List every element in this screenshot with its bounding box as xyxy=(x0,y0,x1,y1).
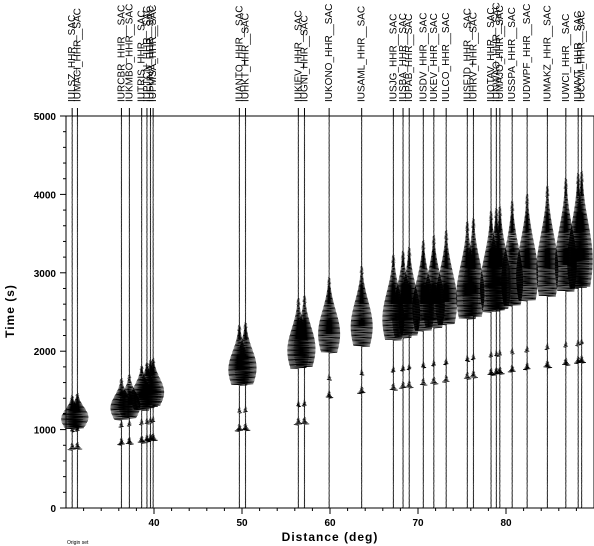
seismogram-trace xyxy=(228,115,251,509)
seismogram-trace xyxy=(293,115,316,509)
seismogram-trace xyxy=(462,115,485,509)
seismogram-trace xyxy=(135,115,158,509)
x-tick-label: 50 xyxy=(236,518,248,529)
station-label: IUKEV_HHR__SAC xyxy=(429,13,440,102)
station-label: IUNWAO_HHR__SAC xyxy=(491,2,502,102)
seismogram-trace xyxy=(435,115,458,509)
station-label: IURCBR_HHR__SAC xyxy=(116,5,127,102)
station-label: IUHKT_HHR__SAC xyxy=(241,13,252,102)
station-label: IUSSPA_HHR__SAC xyxy=(507,7,518,102)
seismogram-trace xyxy=(398,115,421,509)
y-tick-label: 1000 xyxy=(34,426,57,437)
seismogram-trace xyxy=(118,115,141,509)
y-axis-ticks: 0 1000 2000 3000 4000 5000 xyxy=(34,112,66,515)
station-label: IUPAB_HHR__SAC xyxy=(404,14,415,102)
station-label: IUOTAV_HHR__SAC xyxy=(486,7,497,102)
seismogram-trace xyxy=(567,115,590,509)
seismogram-trace xyxy=(350,115,373,509)
x-tick-label: 70 xyxy=(412,518,424,529)
seismogram-trace xyxy=(139,115,162,509)
seismogram-trace xyxy=(66,115,89,509)
station-label: IUMACI_HHR__SAC xyxy=(72,8,83,102)
station-label: IUPTCN_HHR__SAC xyxy=(142,6,153,102)
seismogram-trace xyxy=(485,115,508,509)
x-tick-label: 40 xyxy=(148,518,160,529)
station-label: IUSBA_HHR__SAC xyxy=(398,13,409,102)
seismogram-trace xyxy=(287,115,310,509)
origin-footnote: Origin set xyxy=(67,540,89,546)
station-label: IUMAKZ_HHR__SAC xyxy=(542,5,553,102)
x-axis-ticks: 40 50 60 70 80 xyxy=(83,508,577,529)
seismogram-trace xyxy=(554,115,577,509)
seismogram-trace xyxy=(422,115,445,509)
station-label: IUDWPF_HHR__SAC xyxy=(522,4,533,102)
seismogram-trace xyxy=(501,115,524,509)
station-label: IUKIEV_HHR__SAC xyxy=(293,10,304,102)
station-label: IUFUNA_HHR__SAC xyxy=(145,6,156,102)
y-tick-label: 3000 xyxy=(34,269,57,280)
station-label: IUGNI_HHR__SAC xyxy=(299,15,310,102)
seismogram-traces xyxy=(61,115,593,509)
seismogram-trace xyxy=(536,115,559,509)
y-tick-label: 4000 xyxy=(34,190,57,201)
station-label: IUTRIS_HHR__SAC xyxy=(137,10,148,102)
seismogram-trace xyxy=(570,115,593,509)
station-label: IUCCM_HHR__SAC xyxy=(577,10,588,102)
station-label: IUPMSA_HHR__SAC xyxy=(148,5,159,102)
seismogram-trace xyxy=(130,115,153,509)
seismogram-trace xyxy=(61,115,84,509)
station-label: IULSZ_HHR__SAC xyxy=(67,15,78,102)
station-label: IUKONO_HHR__SAC xyxy=(324,4,335,102)
seismogram-trace xyxy=(234,115,257,509)
station-label: IUSFJD_HHR__SAC xyxy=(462,8,473,102)
station-label: IUANTO_HHR__SAC xyxy=(234,5,245,102)
station-label: IUKMBO_HHR__SAC xyxy=(124,4,135,102)
station-label: IUSJG_HHR__SAC xyxy=(388,14,399,102)
y-tick-label: 0 xyxy=(50,504,56,515)
station-label: IUWCI_HHR__SAC xyxy=(561,14,572,102)
seismogram-trace xyxy=(142,115,165,509)
seismogram-trace xyxy=(480,115,503,509)
y-tick-label: 5000 xyxy=(34,112,57,123)
station-label: IUSDV_HHR__SAC xyxy=(418,13,429,102)
y-tick-label: 2000 xyxy=(34,347,57,358)
seismogram-trace xyxy=(318,115,341,509)
x-axis-title: Distance (deg) xyxy=(282,530,379,544)
y-axis-title: Time (s) xyxy=(3,284,17,338)
station-label: IUSAML_HHR__SAC xyxy=(357,6,368,102)
station-label: IUHRV_HHR__SAC xyxy=(468,12,479,102)
station-label: IUMAJO_HHR__SAC xyxy=(495,5,506,102)
station-label: IULCO_HHR__SAC xyxy=(441,13,452,102)
x-tick-label: 80 xyxy=(500,518,512,529)
seismogram-trace xyxy=(110,115,133,509)
station-label: IUWVT_HHR__SAC xyxy=(573,11,584,102)
x-tick-label: 60 xyxy=(324,518,336,529)
seismogram-trace xyxy=(516,115,539,509)
seismogram-trace xyxy=(488,115,511,509)
